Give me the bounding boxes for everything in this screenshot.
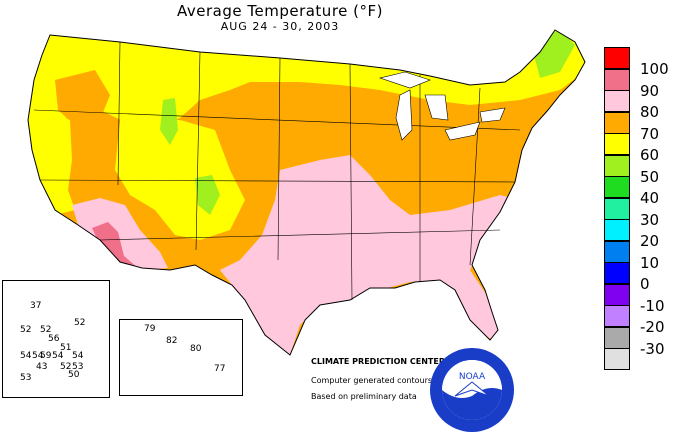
alaska-value: 53 <box>20 373 32 383</box>
legend-swatch <box>604 68 630 91</box>
credit-line2: Based on preliminary data <box>311 392 417 401</box>
legend-swatch <box>604 154 630 177</box>
legend-swatch <box>604 47 630 69</box>
legend-label: 80 <box>640 103 660 121</box>
legend-swatch <box>604 348 630 370</box>
hawaii-value: 77 <box>214 364 226 374</box>
legend-label: 60 <box>640 146 660 164</box>
legend-label: 0 <box>640 275 650 293</box>
legend-swatch <box>604 240 630 263</box>
alaska-value: 52 <box>40 325 52 335</box>
hawaii-value: 80 <box>190 344 202 354</box>
legend-label: 90 <box>640 81 660 100</box>
alaska-value: 54 <box>72 351 84 361</box>
alaska-value: 52 <box>74 318 86 328</box>
alaska-value: 52 <box>20 325 32 335</box>
legend-swatch <box>604 305 630 327</box>
alaska-value: 51 <box>60 343 72 353</box>
map-subtitle: AUG 24 - 30, 2003 <box>220 20 340 33</box>
alaska-value: 50 <box>68 370 80 380</box>
alaska-value: 54 <box>20 351 32 361</box>
legend-label: 100 <box>640 60 669 78</box>
alaska-value: 52 <box>60 362 72 372</box>
noaa-logo-icon: NOAA <box>430 348 514 432</box>
legend-label: -20 <box>640 318 665 336</box>
legend-label: -10 <box>640 296 665 315</box>
legend-label: 30 <box>640 210 660 229</box>
credit-center: CLIMATE PREDICTION CENTER, NOAA <box>311 357 477 366</box>
alaska-inset <box>2 280 110 398</box>
legend-swatch <box>604 326 630 349</box>
alaska-value: 54 <box>52 351 64 361</box>
alaska-value: 56 <box>48 334 60 344</box>
legend-swatch <box>604 197 630 220</box>
hawaii-inset <box>119 319 243 396</box>
credit-line1: Computer generated contours <box>311 376 433 385</box>
alaska-value: 37 <box>30 301 42 311</box>
legend-swatch <box>604 90 630 112</box>
alaska-value: 54 <box>32 351 44 361</box>
legend-label: 40 <box>640 189 660 207</box>
alaska-value: 59 <box>40 351 52 361</box>
legend-label: 10 <box>640 253 660 272</box>
legend-swatch <box>604 133 630 155</box>
legend-label: -30 <box>640 339 665 358</box>
map-title: Average Temperature (°F) <box>177 2 383 20</box>
legend-swatch <box>604 176 630 198</box>
hawaii-value: 79 <box>144 324 156 334</box>
svg-text:NOAA: NOAA <box>459 372 486 382</box>
legend-label: 50 <box>640 167 660 186</box>
alaska-value: 53 <box>72 362 84 372</box>
legend-swatch <box>604 111 630 134</box>
hawaii-value: 82 <box>166 336 178 346</box>
alaska-value: 43 <box>36 362 48 372</box>
legend-label: 70 <box>640 124 660 143</box>
legend-label: 20 <box>640 232 660 250</box>
legend-swatch <box>604 219 630 241</box>
legend-swatch <box>604 262 630 284</box>
legend-swatch <box>604 283 630 306</box>
